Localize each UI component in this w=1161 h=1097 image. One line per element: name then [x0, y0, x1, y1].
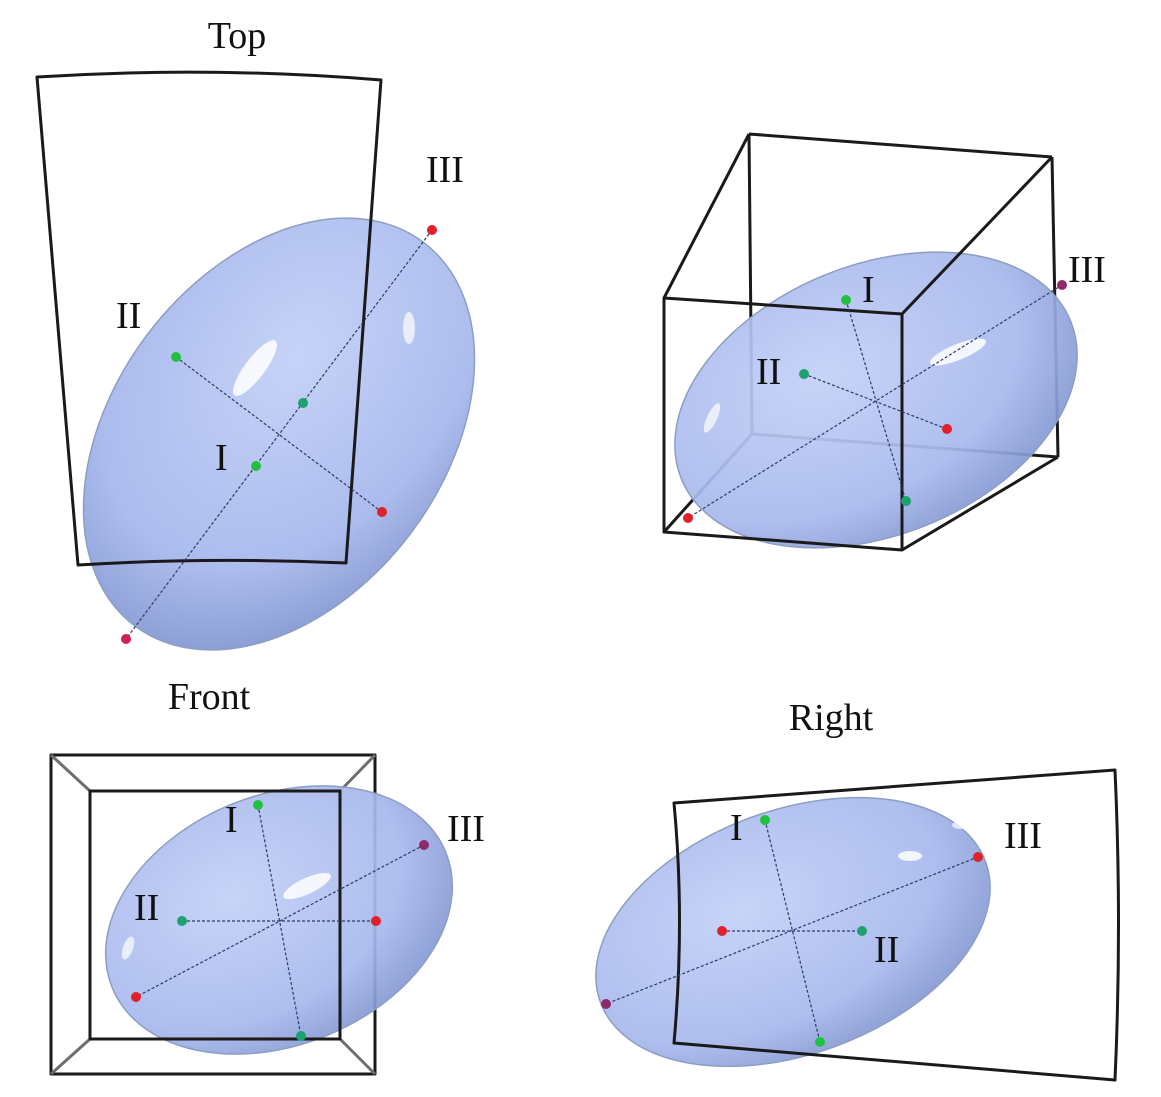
- right-point-I-start: [815, 1037, 825, 1047]
- perspective-point-I-end: [841, 295, 851, 305]
- top-point-I-start: [298, 398, 308, 408]
- right-frame: [672, 768, 1120, 1082]
- top-highlight-2: [403, 312, 415, 344]
- front-axis-I: [257, 804, 302, 1037]
- front-label-III: III: [447, 808, 485, 850]
- front-label-I: I: [225, 799, 238, 841]
- top-label-II: II: [116, 295, 141, 337]
- top-label-III: III: [426, 149, 464, 191]
- right-highlight: [898, 851, 922, 861]
- top-frame: [35, 70, 383, 567]
- top-point-II-start: [377, 507, 387, 517]
- front-point-III-start: [131, 992, 141, 1002]
- front-point-II-start: [371, 916, 381, 926]
- top-view: Top III II I: [35, 15, 476, 651]
- right-label-II: II: [874, 929, 899, 971]
- right-point-III-end: [973, 852, 983, 862]
- perspective-point-III-start: [683, 513, 693, 523]
- top-point-II-end: [171, 352, 181, 362]
- front-frame-connectors: [49, 753, 377, 1076]
- front-point-III-end: [419, 840, 429, 850]
- top-highlight: [233, 340, 277, 396]
- perspective-ellipsoid: [674, 251, 1078, 549]
- perspective-point-II-start: [942, 424, 952, 434]
- top-point-III-end: [427, 225, 437, 235]
- perspective-label-II: II: [756, 351, 781, 393]
- right-view: Right III II I: [595, 697, 1120, 1082]
- right-axis-III: [605, 856, 979, 1005]
- right-point-II-end: [857, 926, 867, 936]
- perspective-view: III II I: [662, 132, 1106, 552]
- right-point-II-start: [717, 926, 727, 936]
- right-label-I: I: [730, 807, 743, 849]
- perspective-point-I-start: [901, 496, 911, 506]
- top-label-I: I: [215, 437, 228, 479]
- right-highlight-2: [952, 821, 972, 829]
- right-ellipsoid: [595, 796, 991, 1068]
- top-point-III-start: [121, 634, 131, 644]
- front-label-II: II: [134, 887, 159, 929]
- perspective-point-II-end: [799, 369, 809, 379]
- front-highlight-2: [121, 936, 135, 960]
- perspective-label-III: III: [1068, 249, 1106, 291]
- top-axis-II: [175, 356, 383, 513]
- right-view-title: Right: [789, 697, 874, 739]
- perspective-label-I: I: [862, 269, 875, 311]
- perspective-point-III-end: [1057, 280, 1067, 290]
- top-view-title: Top: [208, 15, 267, 57]
- front-frame-inner: [88, 789, 342, 1041]
- front-view: Front III II I: [49, 676, 485, 1076]
- right-axis-I: [764, 819, 821, 1043]
- top-point-I-end: [251, 461, 261, 471]
- perspective-axis-II: [803, 373, 948, 430]
- perspective-box-front: [662, 133, 1059, 552]
- top-ellipsoid: [82, 217, 476, 651]
- top-axis-III: [125, 229, 433, 640]
- front-point-II-end: [177, 916, 187, 926]
- front-point-I-start: [296, 1031, 306, 1041]
- front-point-I-end: [253, 800, 263, 810]
- perspective-highlight-2: [703, 403, 721, 433]
- right-label-III: III: [1004, 815, 1042, 857]
- perspective-highlight: [930, 338, 986, 366]
- right-point-III-start: [601, 999, 611, 1009]
- front-highlight: [283, 872, 331, 900]
- front-view-title: Front: [168, 676, 251, 718]
- right-point-I-end: [760, 815, 770, 825]
